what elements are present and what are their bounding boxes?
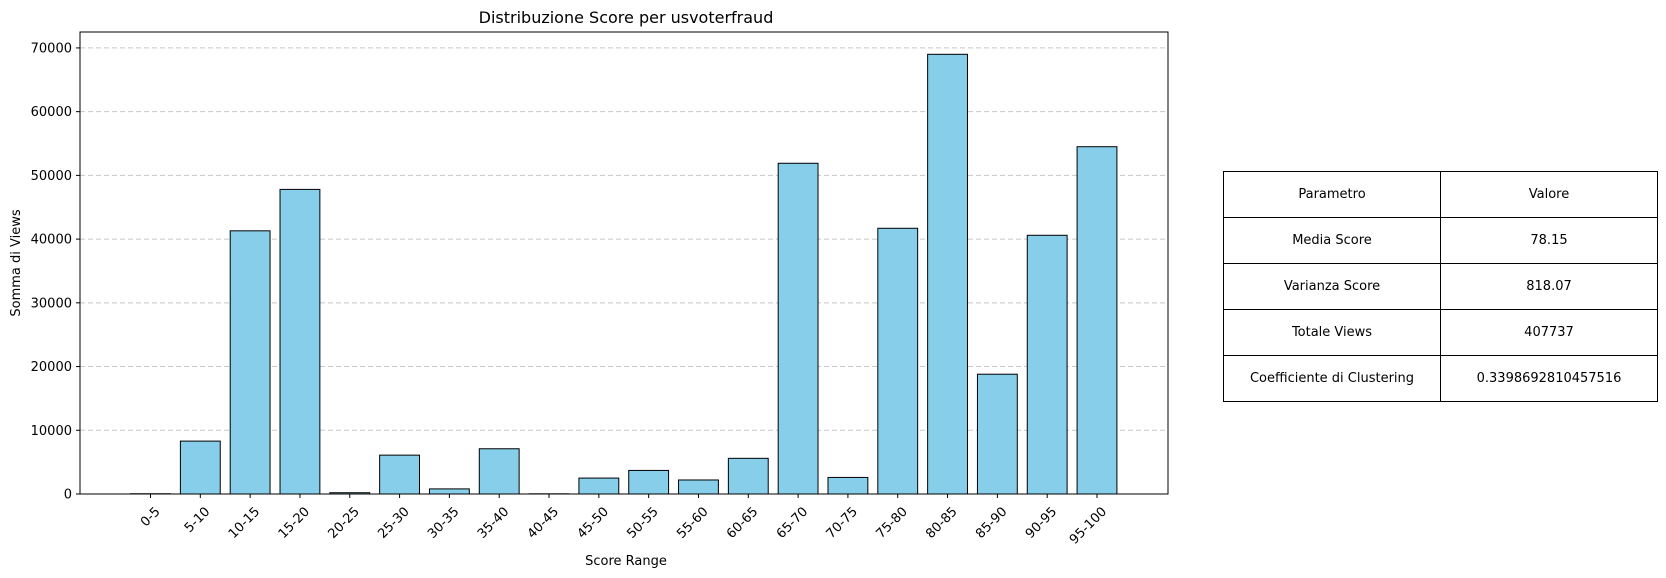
x-tick-label: 75-80 <box>873 504 910 541</box>
x-tick-label: 50-55 <box>624 504 661 541</box>
x-tick-label: 95-100 <box>1067 504 1110 547</box>
x-axis-label: Score Range <box>585 554 667 569</box>
stats-table: Parametro Valore Media Score 78.15 Varia… <box>1223 171 1658 402</box>
x-tick-label: 10-15 <box>226 504 263 541</box>
x-tick-label: 30-35 <box>425 504 462 541</box>
table-row: Coefficiente di Clustering 0.33986928104… <box>1223 355 1658 402</box>
x-tick-label: 35-40 <box>475 504 512 541</box>
x-tick-label: 90-95 <box>1023 504 1060 541</box>
x-tick-label: 80-85 <box>923 504 960 541</box>
table-header-row: Parametro Valore <box>1223 171 1658 218</box>
y-tick-label: 50000 <box>31 169 72 184</box>
x-axis-ticks: 0-5 5-10 10-15 15-20 20-25 25-30 30-35 35-40 40-… <box>138 494 1110 548</box>
bar-15-20 <box>279 188 321 495</box>
x-tick-label: 40-45 <box>525 504 562 541</box>
bar-55-60 <box>678 479 719 495</box>
x-tick-label: 15-20 <box>276 504 313 541</box>
table-cell-value: 78.15 <box>1440 217 1658 264</box>
bar-30-35 <box>428 488 470 495</box>
table-cell-parameter: Totale Views <box>1223 309 1441 356</box>
x-tick-label: 25-30 <box>375 504 412 541</box>
bar-10-15 <box>229 230 271 495</box>
plot-frame <box>79 31 1169 495</box>
x-tick-label: 60-65 <box>724 504 761 541</box>
bar-85-90 <box>976 373 1018 495</box>
bar-60-65 <box>727 457 769 495</box>
y-axis-label: Somma di Views <box>9 209 24 316</box>
chart-title: Distribuzione Score per usvoterfraud <box>479 8 774 27</box>
bar-80-85 <box>927 53 968 495</box>
table-cell-parameter: Coefficiente di Clustering <box>1223 355 1441 402</box>
table-cell-value: 407737 <box>1440 309 1658 356</box>
y-tick-label: 30000 <box>31 296 72 311</box>
bar-70-75 <box>827 476 869 495</box>
table-row: Media Score 78.15 <box>1223 217 1658 264</box>
table-row: Varianza Score 818.07 <box>1223 263 1658 310</box>
bar-45-50 <box>578 477 620 495</box>
y-tick-label: 0 <box>64 488 72 503</box>
x-tick-label: 70-75 <box>824 504 861 541</box>
x-tick-label: 20-25 <box>325 504 362 541</box>
table-header-cell: Parametro <box>1223 171 1441 218</box>
bar-75-80 <box>877 227 919 495</box>
y-tick-label: 10000 <box>31 424 72 439</box>
table-cell-value: 818.07 <box>1440 263 1658 310</box>
table-cell-parameter: Media Score <box>1223 217 1441 264</box>
x-tick-label: 0-5 <box>138 504 164 530</box>
x-tick-label: 85-90 <box>973 504 1010 541</box>
table-cell-parameter: Varianza Score <box>1223 263 1441 310</box>
bar-95-100 <box>1076 146 1118 495</box>
y-tick-label: 60000 <box>31 105 72 120</box>
bar-25-30 <box>379 454 421 495</box>
y-tick-label: 70000 <box>31 41 72 56</box>
table-header-cell: Valore <box>1440 171 1658 218</box>
bar-50-55 <box>628 469 670 495</box>
y-tick-label: 40000 <box>31 233 72 248</box>
y-axis-ticks: 0 10000 20000 30000 40000 50000 60000 70000 <box>31 41 80 503</box>
x-tick-label: 5-10 <box>182 504 213 535</box>
x-tick-label: 65-70 <box>774 504 811 541</box>
bars <box>130 53 1118 495</box>
bar-65-70 <box>777 162 819 495</box>
table-cell-value: 0.3398692810457516 <box>1440 355 1658 402</box>
bar-90-95 <box>1026 234 1068 495</box>
table-row: Totale Views 407737 <box>1223 309 1658 356</box>
x-tick-label: 55-60 <box>674 504 711 541</box>
y-tick-label: 20000 <box>31 360 72 375</box>
bar-5-10 <box>179 440 221 495</box>
x-tick-label: 45-50 <box>575 504 612 541</box>
bar-35-40 <box>478 448 520 495</box>
